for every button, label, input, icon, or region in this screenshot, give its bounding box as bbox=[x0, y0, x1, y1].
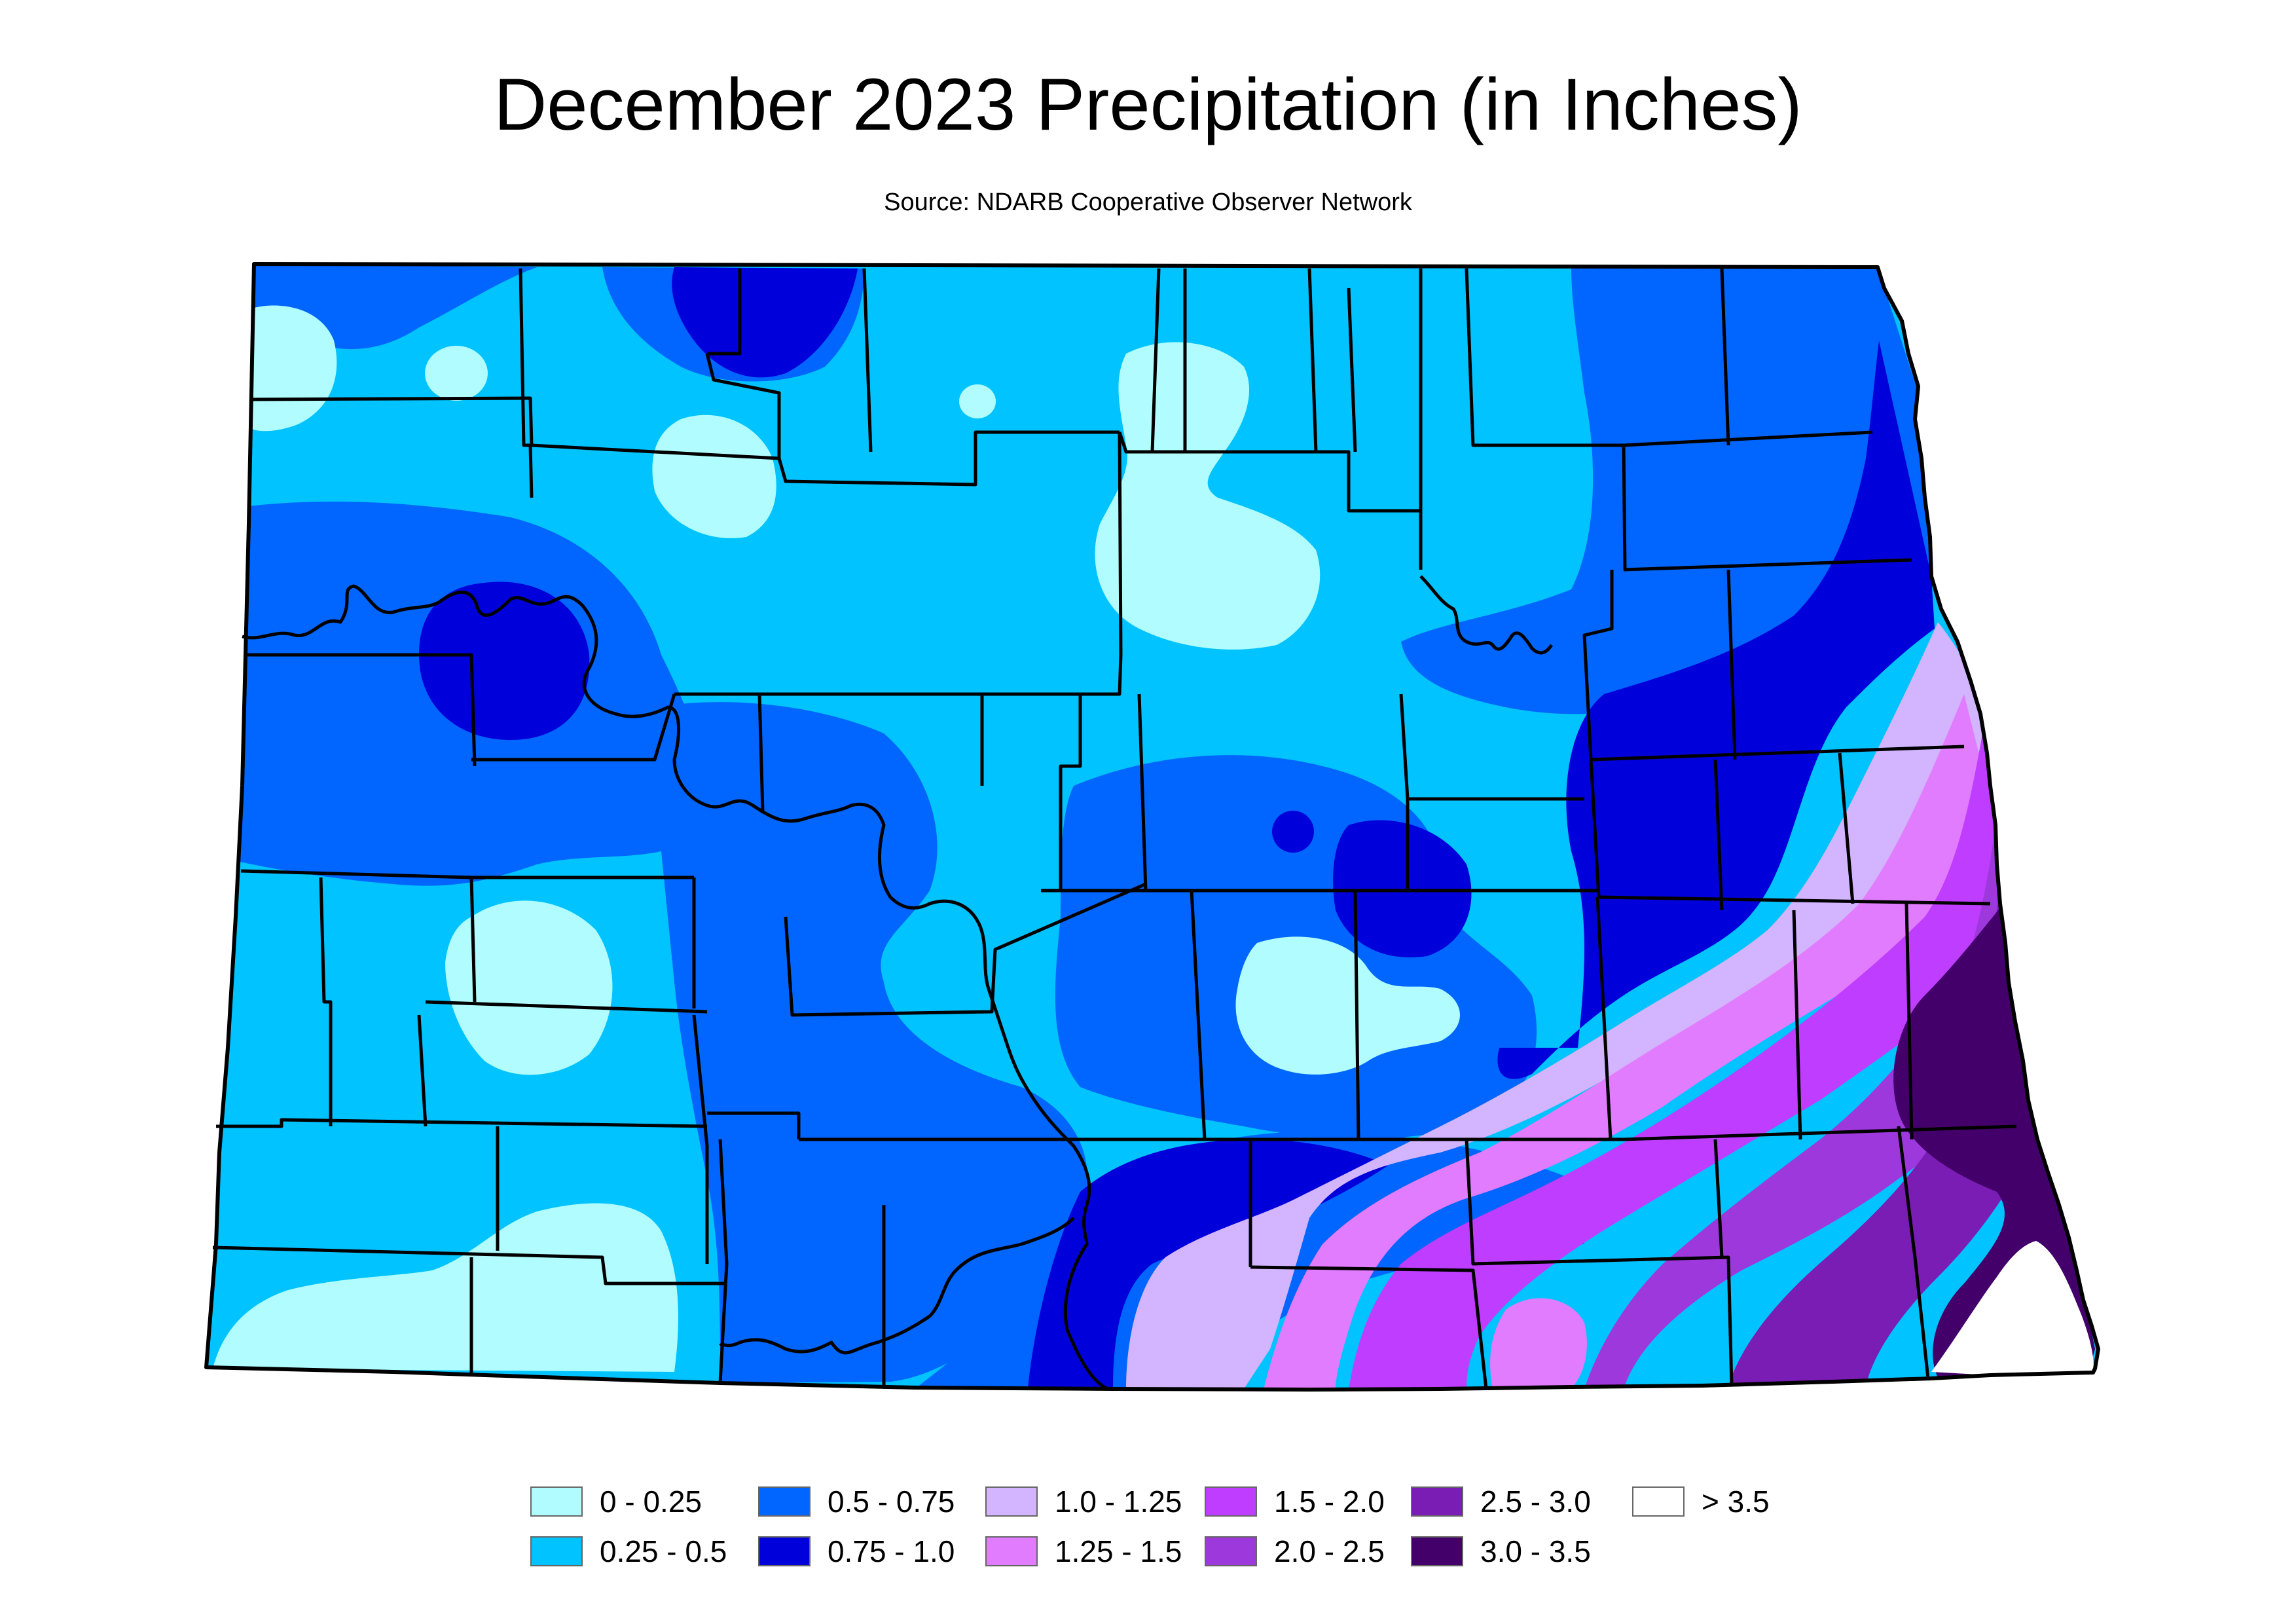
legend-swatch bbox=[985, 1486, 1038, 1517]
legend-swatch bbox=[758, 1536, 811, 1566]
legend-item: 0.5 - 0.75 bbox=[758, 1483, 955, 1520]
zone-0.75-1.0-central bbox=[1333, 820, 1472, 957]
zone-1.25-1.5 bbox=[1264, 694, 2003, 1390]
zone-1.0-1.25 bbox=[1126, 622, 2003, 1389]
page-title: December 2023 Precipitation (in Inches) bbox=[494, 64, 1802, 145]
contour-zones bbox=[206, 264, 2098, 1390]
legend-item: 1.25 - 1.5 bbox=[985, 1533, 1182, 1570]
legend-label: 0.75 - 1.0 bbox=[828, 1534, 955, 1568]
zone-1.5-2.0 bbox=[1349, 727, 2007, 1390]
zone-0.75-1.0-east bbox=[1497, 341, 1935, 1079]
legend-label: 0 - 0.25 bbox=[600, 1485, 702, 1519]
legend-label: 2.5 - 3.0 bbox=[1480, 1485, 1591, 1519]
zone-0-0.25 bbox=[213, 305, 1460, 1372]
zone-over-3.5 bbox=[1931, 1241, 2094, 1375]
legend-label: 2.0 - 2.5 bbox=[1274, 1534, 1385, 1568]
legend-item: 1.5 - 2.0 bbox=[1205, 1483, 1385, 1520]
legend-item: > 3.5 bbox=[1632, 1483, 1770, 1520]
zone-0.5-0.75-central bbox=[655, 702, 1088, 1383]
legend-swatch bbox=[1205, 1536, 1257, 1566]
souris-river bbox=[1419, 575, 1554, 655]
legend-swatch bbox=[985, 1536, 1038, 1566]
legend-swatch bbox=[758, 1486, 811, 1517]
zone-0.75-1.0-spot bbox=[1272, 811, 1314, 853]
legend-swatch bbox=[530, 1486, 583, 1517]
legend-label: 3.0 - 3.5 bbox=[1480, 1534, 1591, 1568]
legend-label: 0.25 - 0.5 bbox=[600, 1534, 727, 1568]
missouri-river-south bbox=[719, 1217, 1075, 1355]
legend-item: 0 - 0.25 bbox=[530, 1483, 702, 1520]
state-outline bbox=[204, 262, 2100, 1392]
legend-item: 1.0 - 1.25 bbox=[985, 1483, 1182, 1520]
zone-0.75-1.0-west bbox=[419, 581, 590, 740]
legend-label: 0.5 - 0.75 bbox=[828, 1485, 955, 1519]
legend-item: 0.75 - 1.0 bbox=[758, 1533, 955, 1570]
legend-label: > 3.5 bbox=[1702, 1485, 1770, 1519]
legend: 0 - 0.25 0.25 - 0.5 0.5 - 0.75 0.75 - 1.… bbox=[530, 1483, 1770, 1588]
legend-item: 2.0 - 2.5 bbox=[1205, 1533, 1385, 1570]
legend-swatch bbox=[1411, 1486, 1463, 1517]
legend-label: 1.0 - 1.25 bbox=[1055, 1485, 1182, 1519]
zone-0.75-1.0-northwest bbox=[672, 267, 858, 378]
county-boundaries bbox=[212, 268, 2017, 1390]
zone-2.0-2.5 bbox=[1584, 825, 2016, 1389]
legend-item: 2.5 - 3.0 bbox=[1411, 1483, 1591, 1520]
legend-swatch bbox=[1411, 1536, 1463, 1566]
missouri-river bbox=[242, 584, 1108, 1390]
legend-item: 3.0 - 3.5 bbox=[1411, 1533, 1591, 1570]
legend-swatch bbox=[530, 1536, 583, 1566]
zone-0.5-0.75-northeast bbox=[1401, 267, 1931, 714]
legend-label: 1.5 - 2.0 bbox=[1274, 1485, 1385, 1519]
legend-swatch bbox=[1205, 1486, 1257, 1517]
legend-label: 1.25 - 1.5 bbox=[1055, 1534, 1182, 1568]
legend-item: 0.25 - 0.5 bbox=[530, 1533, 727, 1570]
zone-1.25-1.5-spot bbox=[1490, 1298, 1587, 1388]
page-subtitle: Source: NDARB Cooperative Observer Netwo… bbox=[884, 189, 1412, 216]
legend-swatch bbox=[1632, 1486, 1685, 1517]
